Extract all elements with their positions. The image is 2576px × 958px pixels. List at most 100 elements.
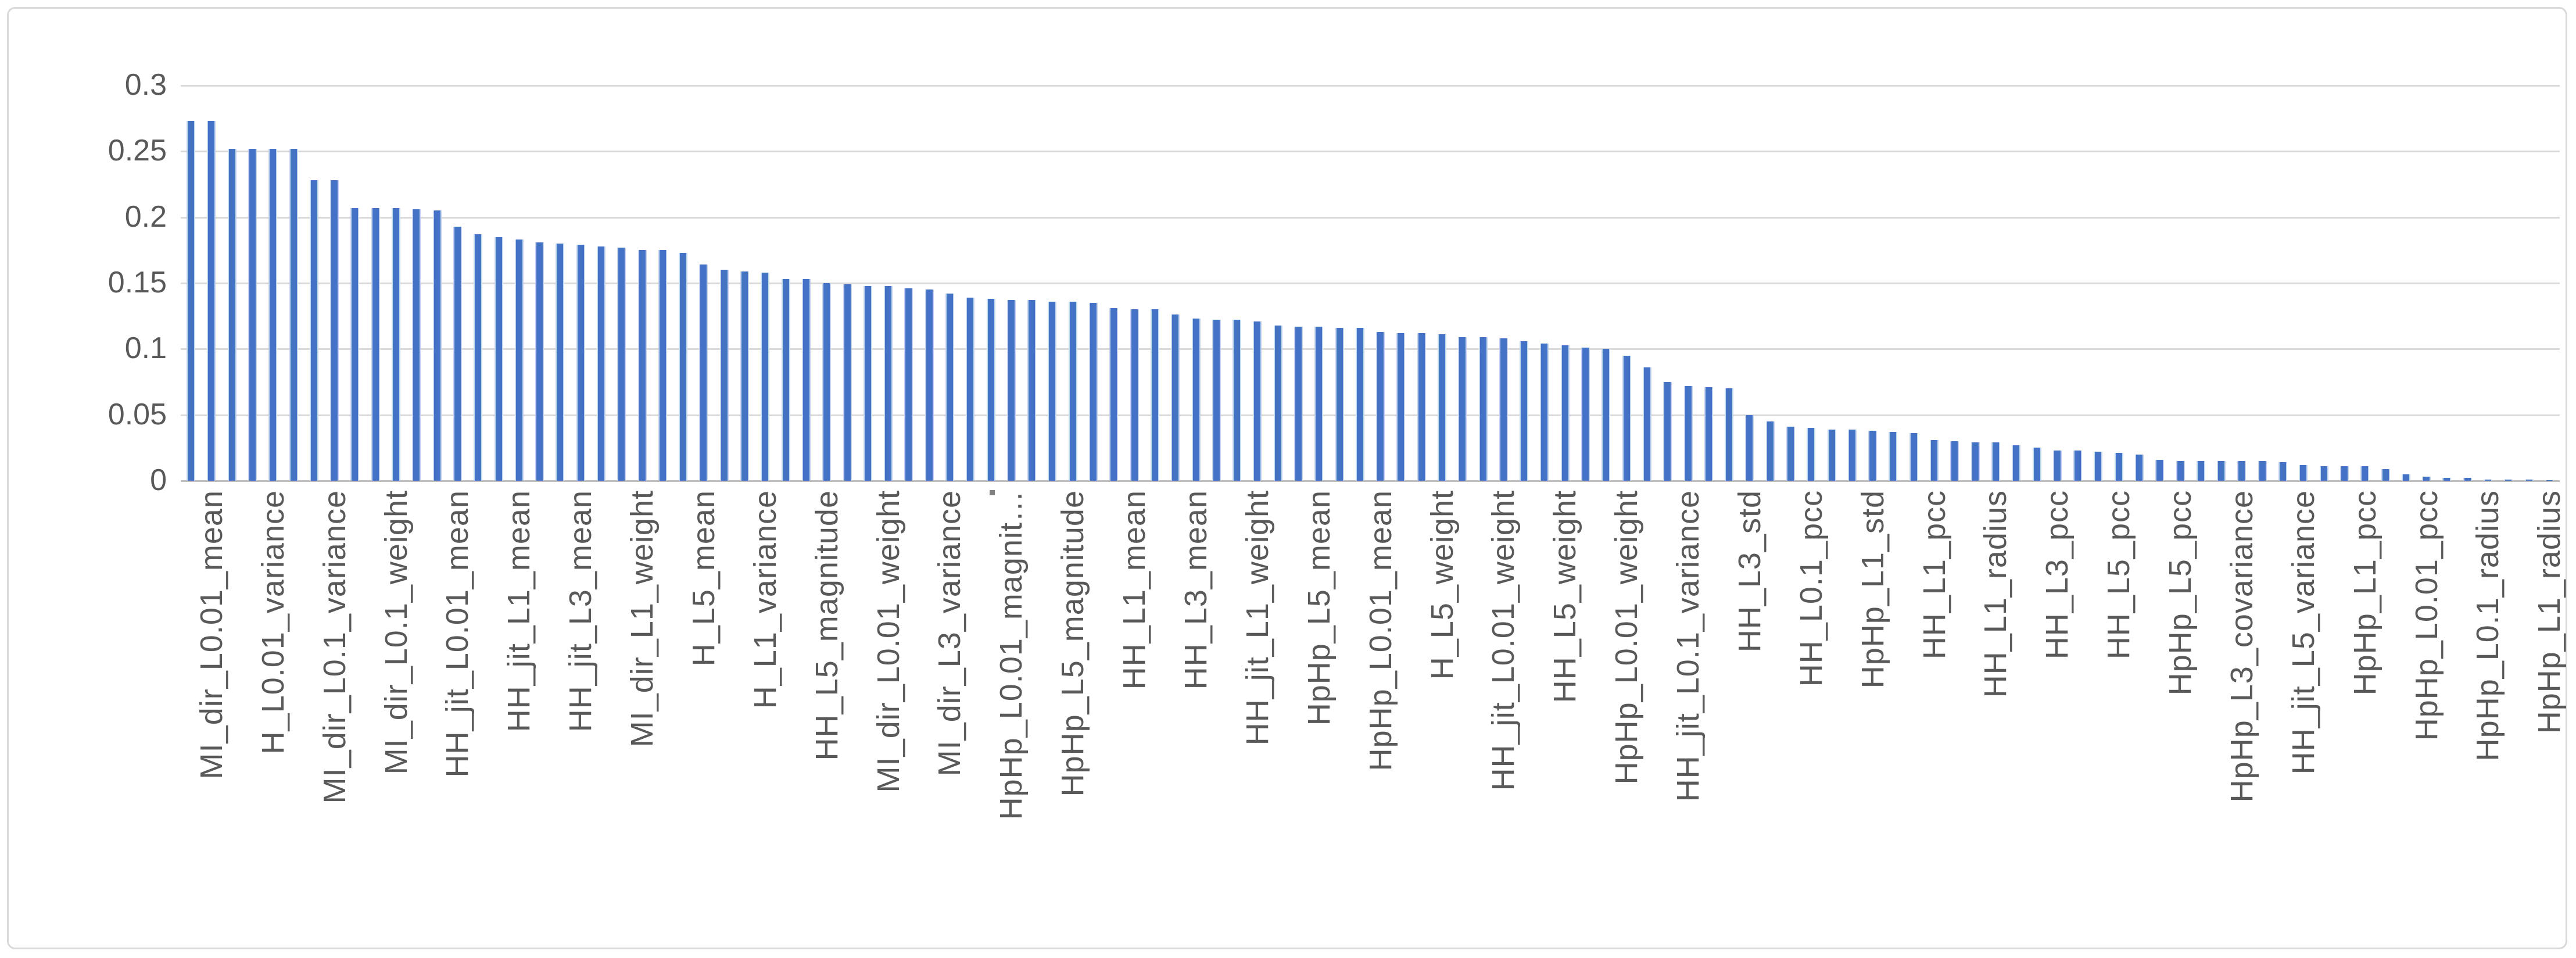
- bar: [2525, 480, 2532, 481]
- bar: [2505, 480, 2512, 481]
- bar: [1316, 327, 1323, 481]
- bar: [659, 250, 666, 481]
- gridline: [181, 414, 2560, 416]
- bar: [413, 209, 420, 481]
- bar: [1439, 334, 1446, 481]
- bar: [2362, 466, 2369, 481]
- bar: [926, 289, 933, 481]
- y-axis-tick-label: 0.05: [108, 397, 167, 431]
- x-axis-category-label: HH_L5_pcc: [2101, 490, 2137, 660]
- x-axis-category-label: HH_L1_pcc: [1916, 490, 1952, 660]
- bar: [1151, 309, 1158, 481]
- gridline: [181, 283, 2560, 284]
- bar: [2075, 451, 2081, 481]
- chart-frame: 0 0.05 0.1 0.15 0.2 0.25 0.3 MI_dir_L0.01_mean…: [7, 7, 2567, 949]
- gridline: [181, 151, 2560, 153]
- bar: [1951, 441, 1958, 481]
- bar: [2033, 448, 2040, 481]
- bar: [1172, 314, 1179, 481]
- x-axis-category-label: HH_jit_L0.01_weight: [1486, 490, 1521, 791]
- x-axis-category-label: MI_dir_L0.01_weight: [870, 490, 906, 793]
- bar: [1890, 432, 1897, 481]
- bar: [1685, 386, 1692, 481]
- bar: [249, 149, 256, 481]
- bar: [844, 284, 851, 481]
- bar: [2115, 453, 2122, 481]
- bar: [2341, 466, 2348, 481]
- x-axis-category-label: HpHp_L0.01_mean: [1363, 490, 1398, 771]
- y-axis-tick-label: 0.15: [108, 266, 167, 299]
- bar: [1213, 320, 1220, 481]
- bar: [1029, 300, 1036, 481]
- bar: [1705, 387, 1712, 481]
- bar: [2464, 478, 2471, 481]
- bar: [310, 180, 317, 481]
- bar: [2423, 477, 2430, 481]
- bar: [1479, 337, 1486, 481]
- bar: [2484, 480, 2491, 481]
- bar: [2280, 462, 2287, 481]
- bar: [1398, 333, 1405, 481]
- bar: [1377, 332, 1384, 481]
- bar: [2259, 461, 2266, 481]
- x-axis-category-label: HH_jit_L1_weight: [1239, 490, 1275, 746]
- bar: [2382, 469, 2389, 481]
- bar: [1582, 348, 1589, 481]
- label-leader-dot: [990, 490, 995, 495]
- bar: [208, 121, 215, 481]
- bar: [2177, 461, 2184, 481]
- bar: [331, 180, 338, 481]
- bar: [475, 234, 482, 481]
- plot-area: [181, 85, 2560, 482]
- bar: [1295, 327, 1302, 481]
- x-axis-category-label: HpHp_L0.01_weight: [1609, 490, 1645, 785]
- bar: [639, 250, 646, 481]
- bar: [1110, 308, 1117, 481]
- gridline: [181, 85, 2560, 87]
- x-axis-category-label: HpHp_L0.01_magnit…: [994, 490, 1029, 820]
- bar: [782, 279, 789, 481]
- bar: [557, 244, 564, 481]
- bar: [721, 270, 728, 481]
- bar: [885, 286, 892, 481]
- bar: [2136, 455, 2143, 481]
- bar: [823, 283, 830, 481]
- x-axis-category-label: HpHp_L1_pcc: [2347, 490, 2382, 696]
- bar: [1521, 341, 1528, 481]
- bar: [1808, 428, 1815, 481]
- bar: [393, 208, 400, 481]
- y-axis-tick-label: 0: [150, 463, 167, 497]
- bar: [2197, 461, 2204, 481]
- bar: [515, 240, 522, 481]
- bar: [2218, 461, 2225, 481]
- bar: [700, 264, 707, 481]
- bar: [864, 286, 871, 481]
- bar: [741, 271, 748, 481]
- bar: [1192, 319, 1199, 481]
- x-axis-category-label: HH_L3_std: [1732, 490, 1767, 653]
- bar: [433, 210, 440, 481]
- bar: [1972, 442, 1979, 481]
- bar: [2095, 452, 2102, 481]
- x-axis-category-label: H_L0.01_variance: [255, 490, 291, 755]
- bar: [1767, 421, 1774, 481]
- bar: [618, 248, 625, 481]
- y-axis-tick-label: 0.2: [124, 199, 167, 234]
- bar: [1356, 328, 1363, 481]
- bar: [1643, 367, 1650, 481]
- y-axis-tick-label: 0.3: [124, 68, 167, 102]
- bar: [2238, 461, 2245, 481]
- x-axis-category-label: HpHp_L0.01_pcc: [2409, 490, 2444, 741]
- gridline: [181, 216, 2560, 219]
- bar: [2546, 480, 2553, 481]
- bar: [1131, 309, 1138, 481]
- x-axis-category-label: H_L5_mean: [686, 490, 721, 667]
- bar: [1931, 440, 1938, 481]
- bar: [1603, 349, 1610, 481]
- x-axis-category-label: MI_dir_L0.01_mean: [194, 490, 229, 780]
- bar: [1336, 328, 1343, 481]
- x-axis-category-label: MI_dir_L3_variance: [932, 490, 968, 777]
- x-axis-category-label: HpHp_L1_std: [1855, 490, 1890, 689]
- gridline: [181, 348, 2560, 351]
- x-axis-category-label: HH_L5_weight: [1547, 490, 1583, 703]
